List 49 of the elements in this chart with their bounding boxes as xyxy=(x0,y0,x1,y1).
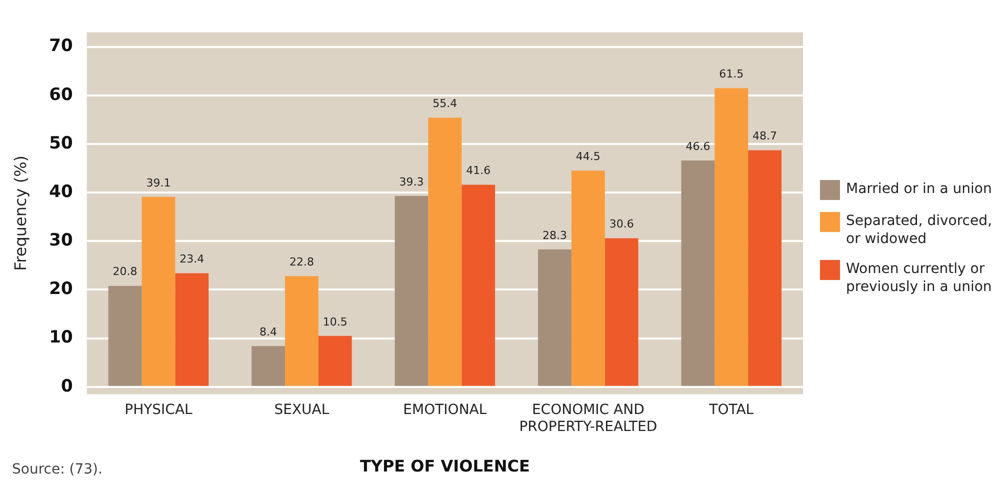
y-tick-label: 70 xyxy=(49,36,74,56)
bar xyxy=(538,249,572,386)
legend-label: Separated, divorced, or widowed xyxy=(846,212,993,248)
data-label: 22.8 xyxy=(289,255,314,268)
y-tick-label: 10 xyxy=(49,328,74,348)
data-label: 10.5 xyxy=(322,315,348,328)
bar xyxy=(604,238,638,386)
bar xyxy=(252,346,285,386)
x-tick-label: PHYSICAL xyxy=(124,402,193,418)
bar xyxy=(428,118,462,386)
bar xyxy=(142,196,176,386)
legend-label: Married or in a union xyxy=(846,180,992,198)
x-axis-title: TYPE OF VIOLENCE xyxy=(360,456,530,476)
x-tick-label: ECONOMIC AND PROPERTY-REALTED xyxy=(519,402,658,436)
data-label: 8.4 xyxy=(260,325,278,338)
data-label: 48.7 xyxy=(752,130,778,143)
y-tick-label: 30 xyxy=(49,230,74,251)
y-tick-label: 20 xyxy=(49,279,74,300)
bar xyxy=(284,276,318,386)
bar xyxy=(394,196,428,386)
data-label: 39.1 xyxy=(146,176,171,190)
bar xyxy=(571,170,605,386)
data-label: 46.6 xyxy=(686,140,710,153)
x-tick-label: TOTAL xyxy=(708,402,754,418)
y-tick-label: 0 xyxy=(61,376,74,396)
data-label: 30.6 xyxy=(609,218,634,231)
bar xyxy=(714,88,748,386)
bar xyxy=(108,286,142,386)
y-axis-title: Frequency (%) xyxy=(10,155,30,271)
data-label: 55.4 xyxy=(432,97,458,110)
data-label: 39.3 xyxy=(399,175,424,188)
x-tick-label: EMOTIONAL xyxy=(403,402,487,418)
data-label: 20.8 xyxy=(112,265,138,278)
y-tick-label: 60 xyxy=(49,84,74,105)
source-note: Source: (73). xyxy=(12,462,102,478)
x-tick-label: SEXUAL xyxy=(274,402,330,418)
bar xyxy=(462,184,496,386)
bar xyxy=(681,160,715,386)
bar xyxy=(175,273,209,386)
y-tick-label: 50 xyxy=(49,133,74,154)
y-tick-label: 40 xyxy=(49,182,74,202)
data-label: 41.6 xyxy=(466,164,491,178)
data-label: 61.5 xyxy=(719,67,744,80)
bar xyxy=(748,150,782,386)
data-label: 28.3 xyxy=(542,228,567,242)
data-label: 44.5 xyxy=(576,150,600,164)
bar xyxy=(318,336,352,386)
data-label: 23.4 xyxy=(180,252,204,266)
legend-label: Women currently or previously in a union xyxy=(846,260,993,296)
